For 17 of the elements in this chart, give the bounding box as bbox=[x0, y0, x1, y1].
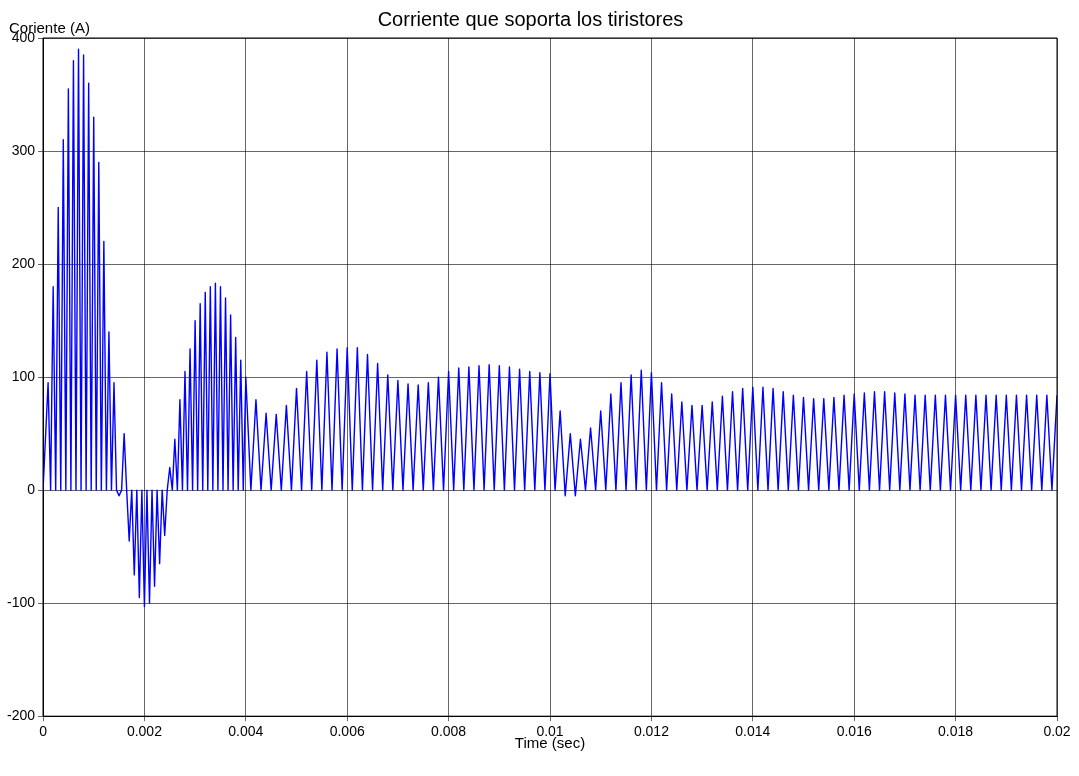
x-tick-label: 0.012 bbox=[633, 723, 670, 740]
x-tick-label: 0.016 bbox=[836, 723, 872, 740]
y-tick-label: 200 bbox=[11, 254, 36, 271]
y-tick-label: -200 bbox=[6, 707, 36, 724]
y-tick-label: 100 bbox=[11, 367, 36, 384]
x-tick-label: 0 bbox=[39, 723, 48, 740]
y-tick-label: -100 bbox=[6, 594, 36, 611]
x-tick-label: 0.006 bbox=[329, 723, 365, 740]
y-tick-label: 300 bbox=[11, 141, 36, 158]
x-tick-label: 0.002 bbox=[126, 723, 163, 740]
chart-title: Corriente que soporta los tiristores bbox=[377, 7, 684, 30]
y-tick-label: 0 bbox=[27, 480, 36, 497]
x-tick-label: 0.008 bbox=[431, 723, 467, 740]
x-tick-label: 0.004 bbox=[228, 723, 264, 740]
x-tick-label: 0.02 bbox=[1043, 723, 1071, 740]
x-tick-label: 0.014 bbox=[735, 723, 771, 740]
x-tick-label: 0.018 bbox=[938, 723, 974, 740]
